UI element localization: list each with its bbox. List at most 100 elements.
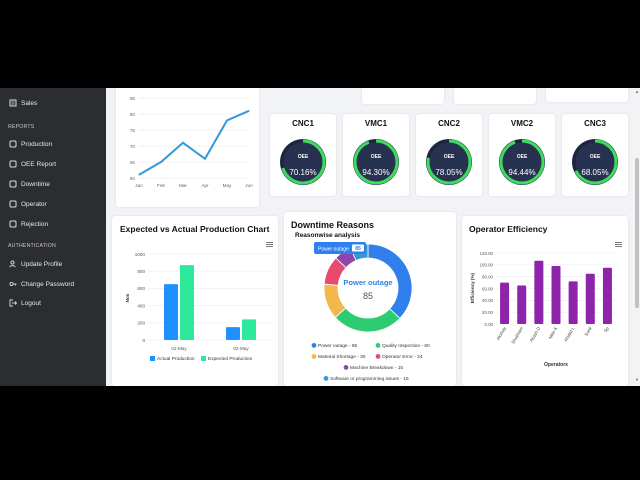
sidebar-item-operator[interactable]: Operator (8, 197, 47, 211)
main-content: 60 65 70 75 80 85 Jan Feb Mar Apr May Jun CNC1 OEE 70… (106, 88, 634, 386)
data-point (226, 119, 228, 121)
sidebar-item-logout[interactable]: Logout (8, 296, 41, 310)
legend-label: Quality Inspection - 60 (382, 343, 430, 349)
machine-card-vmc1[interactable]: VMC1 OEE 94.30% (343, 114, 409, 196)
bar-expected (242, 319, 256, 340)
y-tick-label: 85 (130, 96, 136, 101)
machine-card-cnc2[interactable]: CNC2 OEE 78.05% (416, 114, 482, 196)
sidebar-item-downtime[interactable]: Downtime (8, 177, 50, 191)
x-tick-label: Akshay (495, 325, 507, 341)
sidebar-item-oee-report[interactable]: OEE Report (8, 157, 56, 171)
y-tick-label: 80.00 (482, 274, 494, 279)
sidebar-item-update-profile[interactable]: Update Profile (8, 257, 62, 271)
gauge-background (572, 139, 618, 185)
data-point (182, 142, 184, 144)
x-tick-label: Shubham (510, 326, 524, 345)
sidebar-item-label: Downtime (21, 180, 50, 188)
legend-label: Actual Production (157, 356, 195, 362)
oee-value: 70.16% (289, 168, 317, 177)
rejection-icon (8, 220, 17, 229)
gauge-progress (426, 139, 472, 185)
tooltip-value: 85 (355, 246, 361, 252)
sidebar-item-label: Rejection (21, 220, 49, 228)
operator-chart-title: Operator Efficiency (469, 224, 548, 234)
production-icon (8, 140, 17, 149)
legend-label: Material Shortage - 30 (318, 354, 366, 360)
operator-bar-chart: 0.00 20.00 40.00 60.00 80.00 100.00 120.00 Effi… (470, 251, 616, 368)
gauge-background (426, 139, 472, 185)
series-line (138, 109, 250, 176)
oee-gauge (426, 139, 472, 185)
donut-center-label: Power outage (343, 278, 392, 287)
sidebar-item-label: Update Profile (21, 260, 63, 268)
gauge-background (353, 139, 399, 185)
data-point (160, 161, 162, 163)
scroll-down-icon[interactable]: ▼ (635, 377, 639, 382)
machine-card-vmc2[interactable]: VMC2 OEE 94.44% (489, 114, 555, 196)
oee-value: 78.05% (435, 168, 463, 177)
line-chart-card: 60 65 70 75 80 85 Jan Feb Mar Apr May Jun (116, 88, 259, 207)
legend-swatch (311, 343, 317, 348)
y-tick-label: 65 (130, 160, 136, 165)
chart-menu-icon[interactable] (266, 242, 273, 247)
sales-icon (8, 99, 17, 108)
scroll-up-icon[interactable]: ▲ (635, 89, 639, 94)
vertical-scrollbar[interactable]: ▲ ▼ (634, 88, 640, 386)
y-tick-label: 200 (137, 321, 145, 326)
operator-chart-card: Operator Efficiency 0.00 20.00 40.00 60.00 8… (462, 216, 628, 386)
sidebar-item-label: Sales (21, 99, 38, 107)
oee-value: 94.44% (508, 168, 536, 177)
sidebar-item-label: Production (21, 140, 53, 148)
sidebar-item-rejection[interactable]: Rejection (8, 217, 48, 231)
legend-label: Operator Error - 24 (382, 354, 423, 360)
x-axis-label: Operators (544, 362, 568, 368)
legend-swatch (343, 365, 349, 370)
donut-center-value: 85 (363, 291, 373, 301)
sidebar-item-production[interactable]: Production (8, 137, 52, 151)
sidebar-item-sales[interactable]: Sales (8, 96, 37, 110)
production-bar-chart: 0 200 400 600 800 1000 Nos 01-May 02-May Actual P… (125, 252, 272, 362)
bar-expected (180, 265, 194, 340)
x-tick-label: Mar (179, 183, 187, 188)
chart-menu-icon[interactable] (615, 242, 622, 247)
y-tick-label: 60 (130, 176, 136, 181)
donut-slice (334, 307, 401, 333)
x-tick-label: Nitin K (548, 326, 559, 340)
bar-actual (164, 284, 178, 340)
machine-card-cnc3[interactable]: CNC3 OEE 68.05% (562, 114, 628, 196)
oee-value: 68.05% (581, 168, 609, 177)
app-window: Sales REPORTS Production OEE Report Down… (0, 88, 640, 386)
report-icon (8, 160, 17, 169)
machine-card-cnc1[interactable]: CNC1 OEE 70.16% (270, 114, 336, 196)
y-tick-label: 400 (137, 303, 145, 308)
y-tick-label: 0.00 (484, 322, 493, 327)
oee-gauge (353, 139, 399, 185)
operator-bar (534, 260, 544, 324)
y-tick-label: 1000 (135, 252, 146, 257)
x-tick-label: 01-May (171, 346, 187, 351)
machine-name: CNC1 (292, 119, 314, 128)
x-tick-label: Sunil (583, 326, 592, 337)
machine-name: VMC2 (510, 119, 534, 128)
oee-gauge (280, 139, 326, 185)
sidebar-item-label: Operator (21, 200, 47, 208)
line-chart: 60 65 70 75 80 85 Jan Feb Mar Apr May Jun (130, 96, 253, 188)
downtime-chart-title: Downtime Reasons (291, 220, 375, 230)
oee-gauge (499, 139, 545, 185)
oee-label: OEE (370, 154, 382, 160)
oee-label: OEE (443, 154, 455, 160)
x-tick-label: Apr (201, 183, 209, 188)
y-tick-label: 80 (130, 112, 136, 117)
top-card-partial (454, 88, 536, 104)
machine-name: CNC3 (584, 119, 606, 128)
x-tick-label: Sp (603, 326, 610, 334)
scrollbar-thumb[interactable] (635, 158, 639, 308)
sidebar: Sales REPORTS Production OEE Report Down… (0, 88, 106, 386)
production-chart-card: Expected vs Actual Production Chart 0 200… (112, 216, 278, 386)
x-tick-label: Jun (245, 183, 253, 188)
x-tick-label: May (223, 183, 232, 188)
operator-bar (517, 285, 527, 324)
sidebar-item-change-password[interactable]: Change Password (8, 277, 74, 291)
x-tick-label: Jan (135, 183, 143, 188)
y-axis-label: Nos (125, 293, 130, 302)
